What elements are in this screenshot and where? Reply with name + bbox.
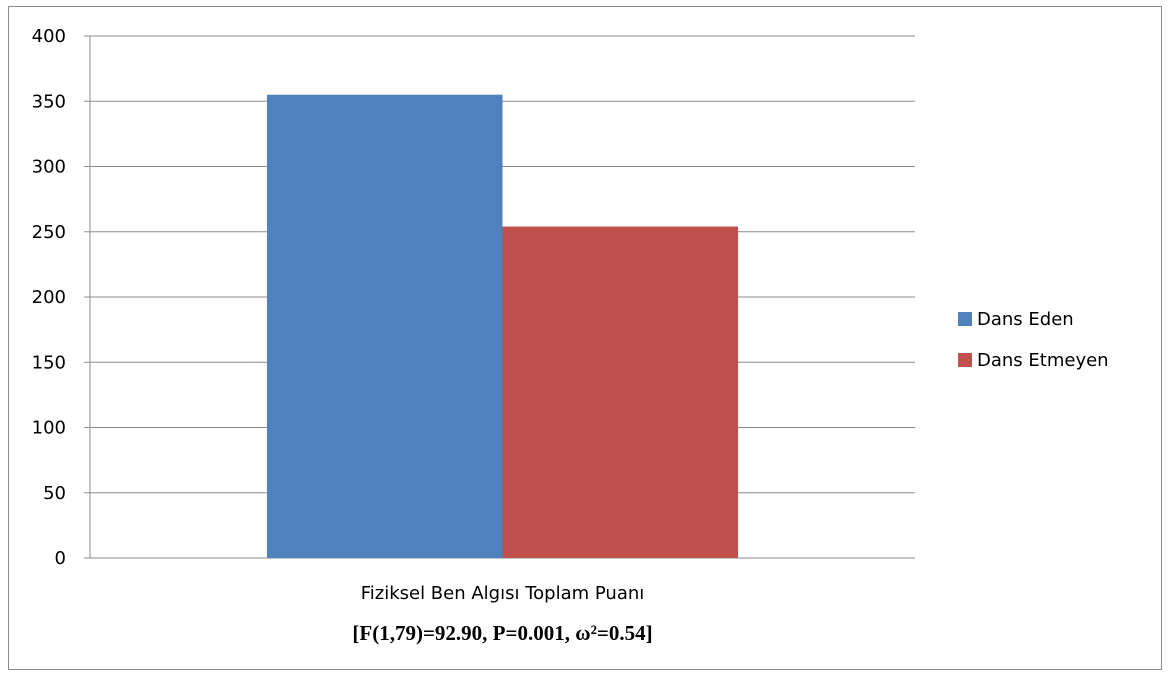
y-tick-label: 400 bbox=[32, 26, 66, 47]
y-tick-label: 200 bbox=[32, 287, 66, 308]
legend-label: Dans Eden bbox=[977, 308, 1074, 330]
y-tick-label: 150 bbox=[32, 352, 66, 373]
y-axis-ticks: 0 50 100 150 200 250 300 350 400 bbox=[32, 26, 90, 569]
y-tick-label: 0 bbox=[55, 548, 66, 569]
bar-dans-etmeyen bbox=[502, 226, 739, 558]
bars bbox=[266, 94, 739, 558]
stats-annotation: [F(1,79)=92.90, P=0.001, ω²=0.54] bbox=[352, 621, 653, 645]
legend-item-dans-etmeyen: Dans Etmeyen bbox=[958, 347, 1109, 373]
y-tick-label: 100 bbox=[32, 418, 66, 439]
x-category-label: Fiziksel Ben Algısı Toplam Puanı bbox=[360, 583, 645, 604]
y-tick-label: 300 bbox=[32, 157, 66, 178]
y-tick-label: 50 bbox=[43, 483, 66, 504]
bar-dans-eden bbox=[266, 94, 503, 558]
legend-label: Dans Etmeyen bbox=[977, 349, 1109, 371]
legend: Dans Eden Dans Etmeyen bbox=[958, 306, 1109, 388]
y-tick-label: 350 bbox=[32, 91, 66, 112]
legend-item-dans-eden: Dans Eden bbox=[958, 306, 1109, 332]
y-tick-label: 250 bbox=[32, 222, 66, 243]
legend-swatch bbox=[958, 353, 972, 367]
legend-swatch bbox=[958, 312, 972, 326]
